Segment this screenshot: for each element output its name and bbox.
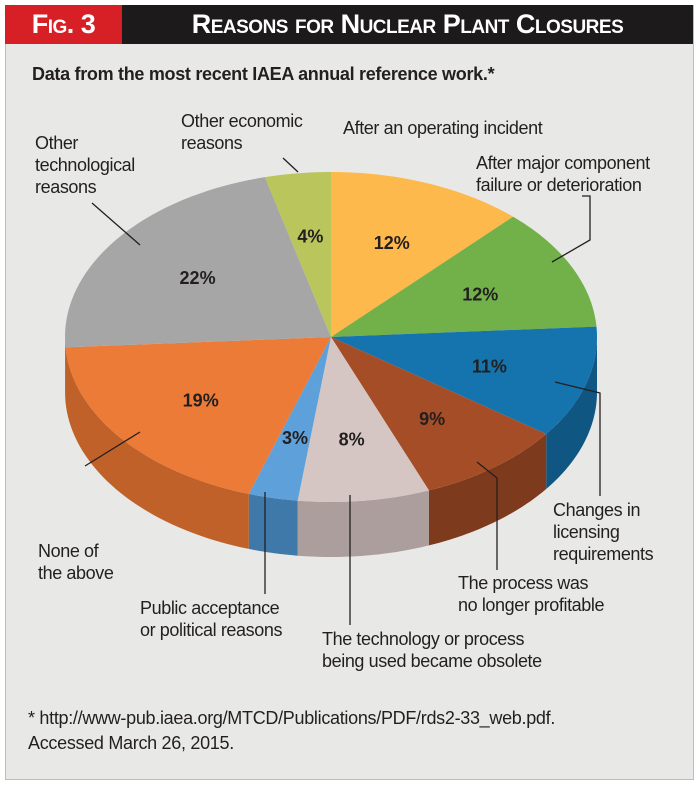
leader-line-other-technological xyxy=(91,202,141,246)
footnote: * http://www-pub.iaea.org/MTCD/Publicati… xyxy=(28,708,556,753)
pct-label-after-an-operating-incident: 12% xyxy=(374,233,410,253)
slice-side-public-acceptance xyxy=(248,493,298,556)
slice-the-technology-or-process xyxy=(297,337,429,502)
chart-subtitle: Data from the most recent IAEA annual re… xyxy=(32,64,495,84)
slice-side-changes-in xyxy=(546,337,597,489)
slice-after-major-component xyxy=(331,216,597,337)
figure-number: Fig. 3 xyxy=(5,5,122,44)
slice-changes-in xyxy=(331,326,597,434)
slice-the-process-was xyxy=(331,337,547,491)
pct-label-after-major-component: 12% xyxy=(462,284,498,304)
pct-label-public-acceptance: 3% xyxy=(282,428,308,448)
leader-lines xyxy=(84,157,601,625)
label-major-component: After major component failure or deterio… xyxy=(476,153,650,195)
label-other-technological: Other technological reasons xyxy=(35,133,135,197)
slice-none-of xyxy=(65,337,331,494)
leader-line-none xyxy=(84,431,141,467)
pct-label-other: 22% xyxy=(180,268,216,288)
label-none: None of the above xyxy=(38,541,114,583)
pct-label-other-economic: 4% xyxy=(297,227,323,247)
leader-line-major-component xyxy=(551,195,591,263)
slice-side-the-process-was xyxy=(428,433,547,546)
slice-after-an-operating-incident xyxy=(331,172,514,337)
slice-side-other xyxy=(65,337,66,403)
label-profitable: The process was no longer profitable xyxy=(458,573,605,615)
slice-side-the-technology-or-process xyxy=(297,490,429,557)
pct-label-the-technology-or-process: 8% xyxy=(339,429,365,449)
label-obsolete: The technology or process being used bec… xyxy=(322,629,542,671)
leader-line-profitable xyxy=(476,461,498,570)
leader-line-licensing xyxy=(554,381,601,496)
slice-other-economic xyxy=(264,172,331,337)
slice-other xyxy=(65,177,331,348)
label-licensing: Changes in licensing requirements xyxy=(553,500,654,564)
slice-side-none-of xyxy=(65,347,249,549)
slice-public-acceptance xyxy=(248,337,331,501)
pct-label-the-process-was: 9% xyxy=(419,409,445,429)
pct-label-none-of: 19% xyxy=(183,391,219,411)
figure-title: Reasons for Nuclear Plant Closures xyxy=(122,5,693,44)
label-other-economic: Other economic reasons xyxy=(181,111,303,153)
label-public-acceptance: Public acceptance or political reasons xyxy=(140,598,283,640)
leader-line-other-economic xyxy=(282,157,299,173)
pct-label-changes-in: 11% xyxy=(472,357,507,377)
label-operating-incident: After an operating incident xyxy=(343,118,543,138)
